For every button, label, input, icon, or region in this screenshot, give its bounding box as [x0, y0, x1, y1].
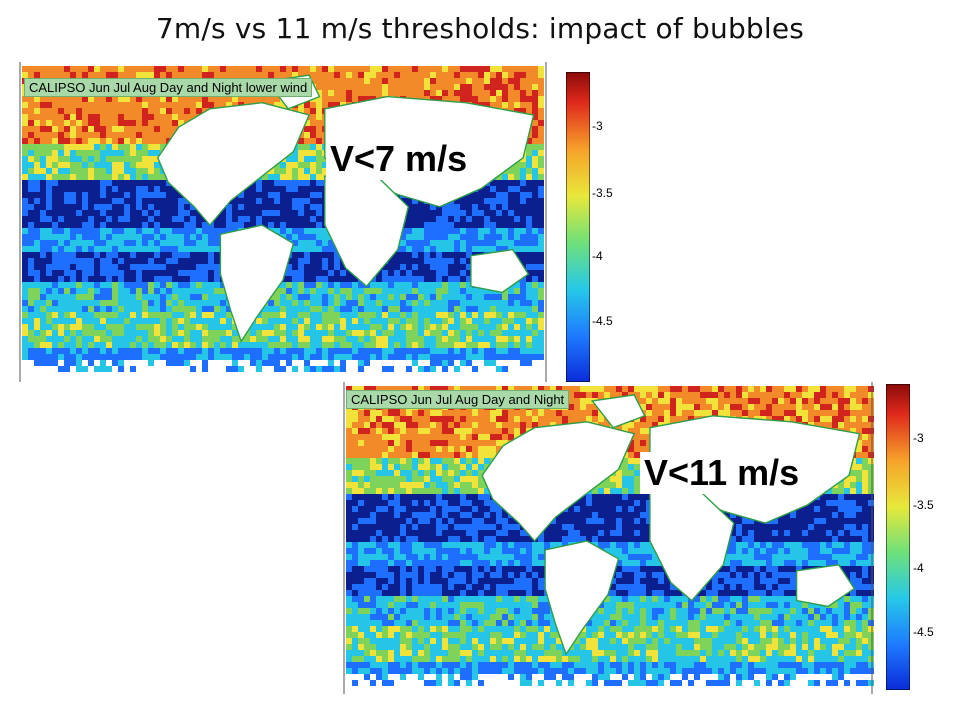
continent-outline [649, 492, 735, 602]
global-map-plot [343, 382, 874, 694]
colorbar-tick: -3.5 [592, 186, 613, 200]
continent-outline [470, 248, 530, 294]
continent-outline [156, 101, 311, 227]
global-map-plot [19, 62, 547, 382]
continent-outline [544, 540, 620, 656]
map-panel-lower-wind [10, 62, 550, 382]
wind-threshold-label: V<11 m/s [640, 452, 804, 494]
continent-outline [324, 175, 410, 288]
colorbar-tick: -3.5 [913, 498, 934, 512]
continent-outline [795, 564, 856, 608]
colorbar-tick: -3 [913, 431, 924, 445]
colorbar-tick: -4.5 [592, 314, 613, 328]
colorbar-tick: -4 [592, 249, 603, 263]
colorbar-1 [566, 72, 590, 382]
slide-title: 7m/s vs 11 m/s thresholds: impact of bub… [155, 12, 805, 45]
colorbar-tick: -3 [592, 119, 603, 133]
continent-outline [481, 421, 636, 543]
map-title-label: CALIPSO Jun Jul Aug Day and Night lower … [24, 78, 313, 97]
colorbar-tick: -4.5 [913, 625, 934, 639]
wind-threshold-label: V<7 m/s [326, 138, 472, 180]
map-panel-all-wind [336, 382, 876, 694]
map-title-label: CALIPSO Jun Jul Aug Day and Night [346, 390, 570, 409]
continent-outline [219, 224, 295, 344]
continent-outline [591, 394, 646, 429]
colorbar-tick: -4 [913, 561, 924, 575]
colorbar-2 [886, 384, 910, 690]
